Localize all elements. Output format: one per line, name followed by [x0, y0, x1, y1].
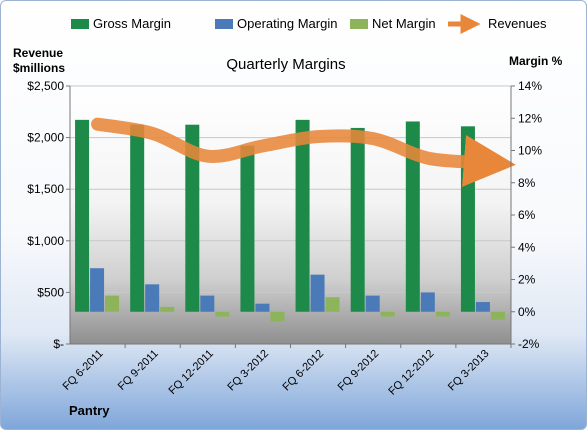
bar-net-margin-7: [490, 311, 505, 320]
bar-net-margin-3: [270, 311, 285, 322]
bar-gross-margin-3: [240, 145, 255, 312]
legend-label-operating-margin: Operating Margin: [237, 16, 337, 31]
left-tick-label-3: $1,500: [27, 182, 64, 196]
bar-operating-margin-2: [200, 295, 215, 312]
x-tick-label-1: FQ 9-2011: [116, 348, 161, 393]
legend-label-net-margin: Net Margin: [372, 16, 436, 31]
revenue-point-5: [372, 138, 374, 140]
right-tick-label-6: 10%: [518, 144, 542, 158]
legend-swatch-operating-margin: [215, 19, 233, 29]
legend: Gross Margin Operating Margin Net Margin…: [71, 14, 547, 34]
x-tick-label-2: FQ 12-2011: [167, 348, 216, 397]
x-tick-label-7: FQ 3-2013: [446, 348, 492, 394]
bar-operating-margin-4: [310, 274, 325, 312]
bar-gross-margin-2: [185, 124, 200, 312]
bar-operating-margin-6: [420, 292, 435, 312]
x-tick-label-4: FQ 6-2012: [281, 348, 327, 394]
revenue-point-4: [317, 136, 319, 138]
legend-label-gross-margin: Gross Margin: [93, 16, 171, 31]
bar-net-margin-0: [105, 295, 120, 312]
right-tick-label-8: 14%: [518, 79, 542, 93]
bar-gross-margin-4: [295, 119, 310, 312]
right-tick-label-2: 2%: [518, 273, 536, 287]
x-tick-label-3: FQ 3-2012: [225, 348, 271, 394]
x-tick-label-0: FQ 6-2011: [61, 348, 106, 393]
bar-gross-margin-5: [350, 127, 365, 312]
revenue-point-7: [482, 161, 484, 163]
legend-label-revenues: Revenues: [488, 16, 547, 31]
x-tick-label-6: FQ 12-2012: [386, 348, 436, 398]
left-tick-label-5: $2,500: [27, 79, 64, 93]
bar-operating-margin-5: [365, 295, 380, 312]
bar-gross-margin-7: [460, 126, 475, 312]
x-tick-label-5: FQ 9-2012: [336, 348, 382, 394]
revenue-point-1: [152, 132, 154, 134]
bar-net-margin-5: [380, 311, 395, 317]
bar-gross-margin-1: [130, 124, 145, 312]
left-tick-label-1: $500: [37, 285, 64, 299]
left-tick-label-2: $1,000: [27, 234, 64, 248]
bar-net-margin-6: [435, 311, 450, 317]
right-tick-label-5: 8%: [518, 176, 536, 190]
right-tick-label-7: 12%: [518, 111, 542, 125]
revenue-line-series: [91, 117, 516, 187]
revenue-line: [91, 117, 516, 187]
legend-swatch-gross-margin: [71, 19, 89, 29]
right-tick-label-0: -2%: [518, 337, 540, 351]
bar-operating-margin-1: [145, 284, 160, 312]
bar-series: [75, 119, 505, 322]
right-tick-label-4: 6%: [518, 208, 536, 222]
right-tick-label-1: 0%: [518, 305, 536, 319]
bar-net-margin-1: [160, 306, 175, 312]
chart-title: Quarterly Margins: [226, 56, 345, 73]
bar-gross-margin-6: [405, 121, 420, 312]
left-tick-label-0: $-: [53, 337, 64, 351]
right-tick-label-3: 4%: [518, 240, 536, 254]
legend-swatch-net-margin: [350, 19, 368, 29]
revenue-point-2: [207, 155, 209, 157]
bar-net-margin-4: [325, 297, 340, 312]
right-axis-label: Margin %: [509, 54, 563, 68]
bar-operating-margin-7: [475, 302, 490, 312]
bar-gross-margin-0: [75, 119, 90, 312]
left-tick-label-4: $2,000: [27, 131, 64, 145]
left-axis-label-line1: Revenue: [13, 46, 63, 60]
revenue-point-3: [262, 145, 264, 147]
bar-operating-margin-3: [255, 303, 270, 312]
revenue-point-6: [427, 157, 429, 159]
left-axis-label-line2: $millions: [13, 61, 65, 75]
bar-operating-margin-0: [90, 268, 105, 312]
revenue-point-0: [97, 123, 99, 125]
corner-label: Pantry: [69, 403, 110, 418]
bar-net-margin-2: [215, 311, 230, 317]
